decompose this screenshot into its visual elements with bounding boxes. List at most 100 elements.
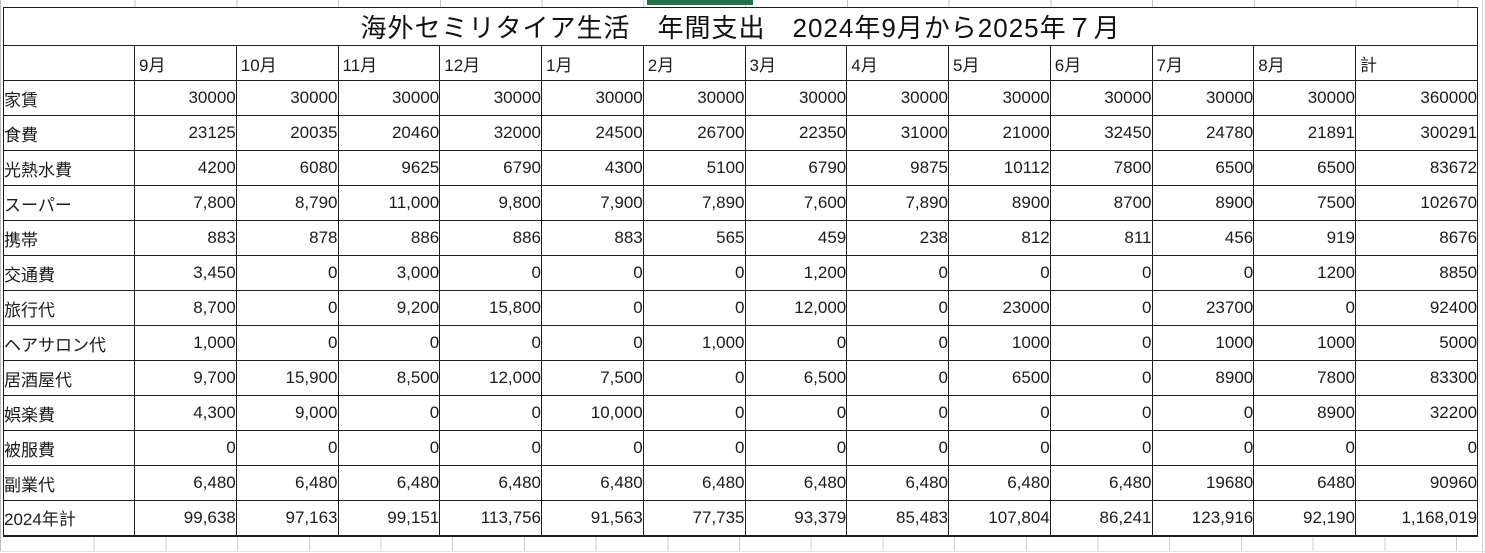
value-cell[interactable]: 30000 [235,80,339,116]
value-cell[interactable]: 0 [948,395,1051,431]
value-cell[interactable]: 85,483 [846,500,949,537]
value-cell[interactable]: 26700 [642,115,746,151]
value-cell[interactable]: 0 [541,290,644,326]
value-cell[interactable]: 8700 [1049,185,1153,221]
value-cell[interactable]: 1,000 [134,325,237,361]
value-cell[interactable]: 30000 [1253,80,1356,116]
value-cell[interactable]: 6,480 [642,465,746,501]
value-cell[interactable]: 23000 [948,290,1051,326]
row-total-cell[interactable]: 0 [1354,430,1479,466]
value-cell[interactable]: 32000 [439,115,542,151]
value-cell[interactable]: 238 [846,220,949,256]
value-cell[interactable]: 812 [948,220,1051,256]
row-label[interactable]: 食費 [3,115,135,151]
value-cell[interactable]: 11,000 [337,185,441,221]
value-cell[interactable]: 30000 [134,80,237,116]
corner-cell[interactable] [3,45,135,81]
value-cell[interactable]: 6500 [1253,150,1356,186]
value-cell[interactable]: 0 [846,325,949,361]
row-total-cell[interactable]: 83300 [1354,360,1479,396]
value-cell[interactable]: 20035 [235,115,339,151]
value-cell[interactable]: 0 [1253,290,1356,326]
value-cell[interactable]: 919 [1253,220,1356,256]
column-header[interactable]: 9月 [134,45,237,81]
value-cell[interactable]: 30000 [744,80,848,116]
column-header[interactable]: 5月 [948,45,1051,81]
value-cell[interactable]: 30000 [948,80,1051,116]
table-title[interactable]: 海外セミリタイア生活 年間支出 2024年9月から2025年７月 [2,7,1479,46]
value-cell[interactable]: 6790 [439,150,542,186]
row-label[interactable]: 副業代 [3,465,135,501]
value-cell[interactable]: 0 [744,430,848,466]
row-total-cell[interactable]: 360000 [1354,80,1479,116]
value-cell[interactable]: 0 [846,360,949,396]
value-cell[interactable]: 0 [1253,430,1356,466]
row-total-cell[interactable]: 32200 [1354,395,1479,431]
value-cell[interactable]: 30000 [541,80,644,116]
value-cell[interactable]: 886 [439,220,542,256]
value-cell[interactable]: 6,480 [1049,465,1153,501]
value-cell[interactable]: 456 [1151,220,1255,256]
value-cell[interactable]: 1000 [1151,325,1255,361]
value-cell[interactable]: 0 [1049,325,1153,361]
value-cell[interactable]: 8900 [948,185,1051,221]
value-cell[interactable]: 97,163 [235,500,339,537]
column-header[interactable]: 1月 [541,45,644,81]
value-cell[interactable]: 0 [642,395,746,431]
value-cell[interactable]: 6,480 [846,465,949,501]
value-cell[interactable]: 6500 [1151,150,1255,186]
column-header[interactable]: 4月 [846,45,949,81]
value-cell[interactable]: 0 [235,255,339,291]
value-cell[interactable]: 113,756 [439,500,542,537]
value-cell[interactable]: 8900 [1253,395,1356,431]
value-cell[interactable]: 0 [541,255,644,291]
value-cell[interactable]: 6,480 [235,465,339,501]
value-cell[interactable]: 77,735 [642,500,746,537]
value-cell[interactable]: 9,800 [439,185,542,221]
value-cell[interactable]: 0 [1151,255,1255,291]
row-label[interactable]: ヘアサロン代 [3,325,135,361]
value-cell[interactable]: 30000 [1151,80,1255,116]
value-cell[interactable]: 30000 [337,80,441,116]
column-header[interactable]: 2月 [642,45,746,81]
value-cell[interactable]: 15,900 [235,360,339,396]
value-cell[interactable]: 6,480 [744,465,848,501]
value-cell[interactable]: 12,000 [439,360,542,396]
value-cell[interactable]: 0 [235,290,339,326]
row-label[interactable]: 娯楽費 [3,395,135,431]
value-cell[interactable]: 3,450 [134,255,237,291]
value-cell[interactable]: 565 [642,220,746,256]
value-cell[interactable]: 8,500 [337,360,441,396]
value-cell[interactable]: 0 [235,430,339,466]
value-cell[interactable]: 7800 [1253,360,1356,396]
value-cell[interactable]: 811 [1049,220,1153,256]
value-cell[interactable]: 6500 [948,360,1051,396]
value-cell[interactable]: 6,480 [134,465,237,501]
value-cell[interactable]: 15,800 [439,290,542,326]
value-cell[interactable]: 23700 [1151,290,1255,326]
value-cell[interactable]: 0 [642,430,746,466]
value-cell[interactable]: 0 [439,255,542,291]
value-cell[interactable]: 0 [439,430,542,466]
value-cell[interactable]: 0 [948,430,1051,466]
value-cell[interactable]: 4300 [541,150,644,186]
value-cell[interactable]: 4,300 [134,395,237,431]
value-cell[interactable]: 4200 [134,150,237,186]
row-total-cell[interactable]: 1,168,019 [1354,500,1479,537]
value-cell[interactable]: 883 [541,220,644,256]
value-cell[interactable]: 0 [1049,290,1153,326]
row-label[interactable]: 被服費 [3,430,135,466]
row-total-cell[interactable]: 102670 [1354,185,1479,221]
row-total-cell[interactable]: 90960 [1354,465,1479,501]
value-cell[interactable]: 19680 [1151,465,1255,501]
value-cell[interactable]: 20460 [337,115,441,151]
row-total-cell[interactable]: 8676 [1354,220,1479,256]
row-total-cell[interactable]: 8850 [1354,255,1479,291]
value-cell[interactable]: 0 [744,395,848,431]
value-cell[interactable]: 1,200 [744,255,848,291]
value-cell[interactable]: 0 [744,325,848,361]
value-cell[interactable]: 12,000 [744,290,848,326]
value-cell[interactable]: 7,890 [642,185,746,221]
value-cell[interactable]: 10,000 [541,395,644,431]
value-cell[interactable]: 6,480 [541,465,644,501]
